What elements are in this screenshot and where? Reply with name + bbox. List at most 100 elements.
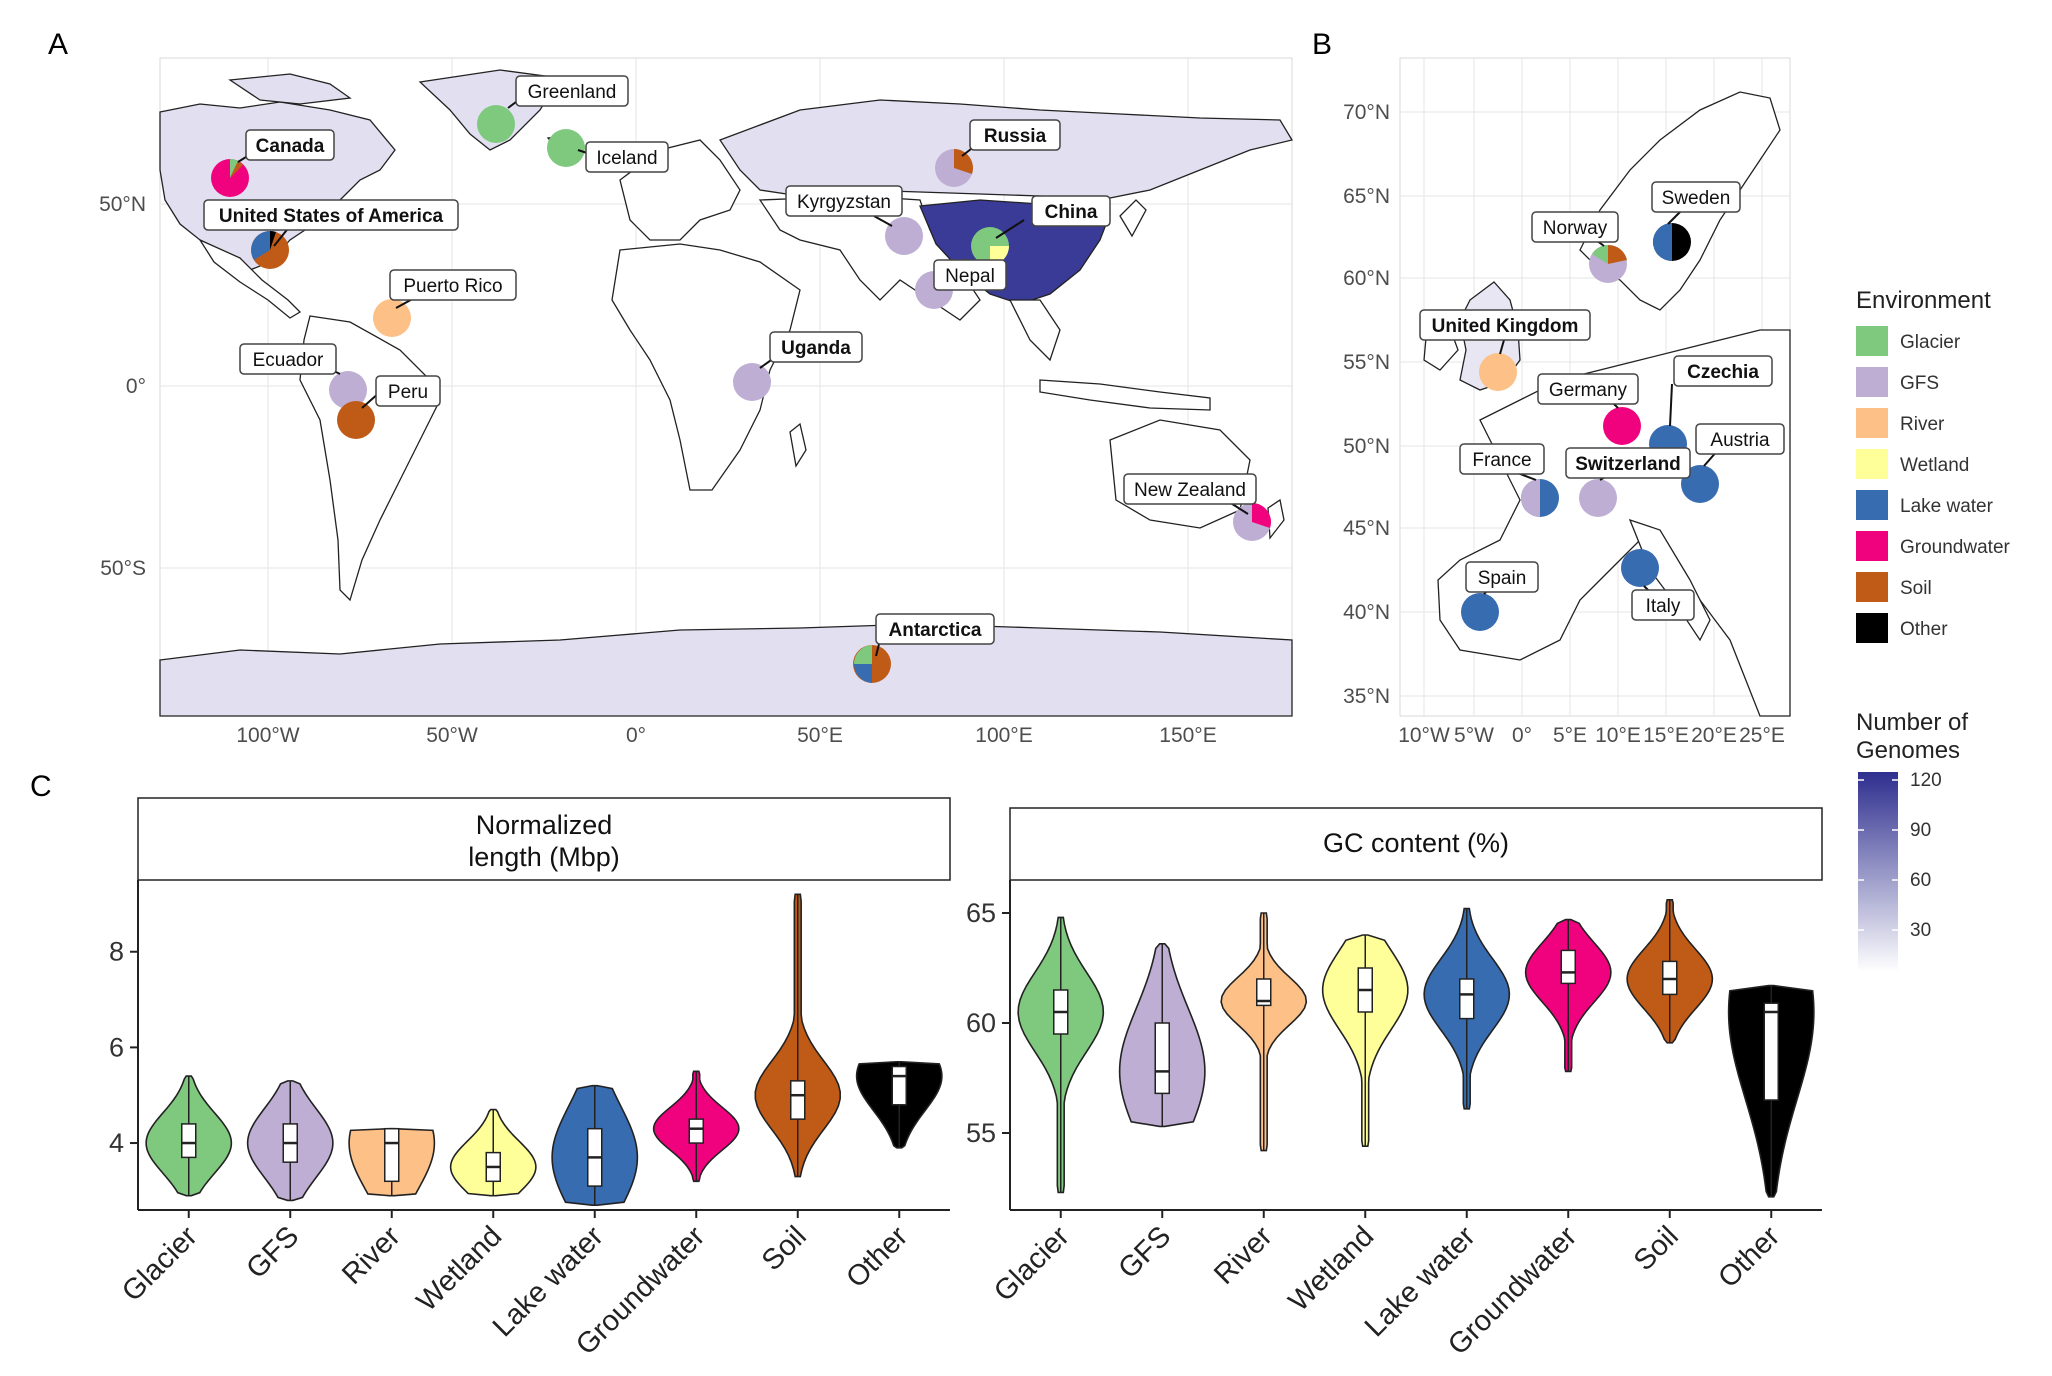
- pie-usa: [251, 231, 289, 269]
- label-china: China: [1031, 195, 1111, 227]
- pie-uk: [1479, 353, 1517, 391]
- x-label-wetland: Wetland: [411, 1220, 508, 1317]
- svg-text:5°E: 5°E: [1553, 724, 1587, 747]
- y-tick-label: 65: [966, 898, 996, 928]
- svg-text:100°E: 100°E: [975, 724, 1032, 747]
- box-lake-water: [1459, 978, 1475, 1020]
- y-tick-label: 4: [109, 1128, 124, 1158]
- label-russia: Russia: [969, 119, 1061, 151]
- legend-key-lake-water: [1856, 490, 1888, 520]
- indonesia-land: [1039, 379, 1211, 411]
- svg-text:Puerto Rico: Puerto Rico: [403, 276, 502, 297]
- pie-norway: [1589, 244, 1627, 283]
- genomes-colorbar-ticks: [1858, 779, 1898, 931]
- legend-label-wetland: Wetland: [1900, 455, 1969, 476]
- svg-text:Antarctica: Antarctica: [889, 620, 982, 641]
- label-usa: United States of America: [203, 199, 459, 231]
- legend-key-soil: [1856, 572, 1888, 602]
- svg-text:50°S: 50°S: [100, 557, 146, 580]
- x-label-soil: Soil: [1628, 1220, 1685, 1277]
- pie-france: [1521, 479, 1559, 517]
- violin-plot-gc: GC content (%) 55 60 65 Glacier GFS River Wet…: [966, 807, 1823, 1362]
- madagascar-land: [789, 422, 807, 468]
- genomes-tick-120: 120: [1910, 770, 1942, 791]
- y-tick-label: 60: [966, 1008, 996, 1038]
- svg-text:50°N: 50°N: [1343, 435, 1390, 458]
- strip-gc: [1009, 807, 1823, 881]
- svg-text:France: France: [1472, 450, 1531, 471]
- pie-uganda: [733, 363, 771, 401]
- svg-text:50°E: 50°E: [797, 724, 843, 747]
- svg-text:Greenland: Greenland: [528, 82, 617, 103]
- label-uk: United Kingdom: [1419, 309, 1591, 341]
- pie-peru: [337, 401, 375, 439]
- genomes-tick-30: 30: [1910, 920, 1931, 941]
- svg-text:20°E: 20°E: [1691, 724, 1737, 747]
- legend-key-other: [1856, 613, 1888, 643]
- svg-text:10°E: 10°E: [1595, 724, 1641, 747]
- arctic-islands: [228, 73, 352, 105]
- legend-label-soil: Soil: [1900, 578, 1932, 599]
- svg-text:United Kingdom: United Kingdom: [1432, 316, 1579, 337]
- genomes-colorbar: [1858, 772, 1898, 972]
- label-iceland: Iceland: [585, 141, 669, 173]
- box-gfs: [1154, 1022, 1170, 1095]
- pie-kyrgyzstan: [885, 217, 923, 255]
- y-ticks-gc: 55 60 65: [966, 898, 1010, 1148]
- svg-text:35°N: 35°N: [1343, 685, 1390, 708]
- box-groundwater: [688, 1118, 704, 1144]
- map-labels-b: Sweden Norway United Kingdom Germany Cze…: [1419, 181, 1785, 621]
- label-ecuador: Ecuador: [239, 343, 337, 375]
- svg-text:Canada: Canada: [256, 136, 325, 157]
- label-canada: Canada: [245, 129, 335, 161]
- box-river: [1256, 978, 1272, 1007]
- svg-text:Italy: Italy: [1646, 596, 1681, 617]
- svg-text:Sweden: Sweden: [1662, 188, 1731, 209]
- label-switzerland: Switzerland: [1565, 447, 1691, 479]
- label-austria: Austria: [1695, 423, 1785, 455]
- svg-text:Kyrgyzstan: Kyrgyzstan: [797, 192, 891, 213]
- svg-text:150°E: 150°E: [1159, 724, 1216, 747]
- legend-label-gfs: GFS: [1900, 373, 1939, 394]
- svg-text:Russia: Russia: [984, 126, 1047, 147]
- x-label-river: River: [1208, 1220, 1279, 1291]
- violin-plot-length: Normalized length (Mbp) 4 6 8 Glacier GFS Ri…: [109, 797, 951, 1362]
- svg-text:40°N: 40°N: [1343, 601, 1390, 624]
- label-new-zealand: New Zealand: [1123, 473, 1257, 505]
- box-other: [891, 1065, 907, 1106]
- svg-text:United States of America: United States of America: [219, 206, 444, 227]
- svg-text:Nepal: Nepal: [945, 266, 995, 287]
- svg-text:Czechia: Czechia: [1687, 362, 1759, 383]
- southeast-asia-land: [1008, 299, 1061, 362]
- svg-text:5°W: 5°W: [1454, 724, 1494, 747]
- pie-canada: [211, 159, 249, 197]
- y-ticks-length: 4 6 8: [109, 937, 138, 1158]
- x-label-other: Other: [840, 1220, 914, 1294]
- box-soil: [790, 1080, 806, 1120]
- box-other: [1763, 1002, 1779, 1101]
- box-glacier: [181, 1123, 197, 1159]
- environment-legend: Environment Glacier GFS River Wetland Lake w…: [1856, 287, 2011, 643]
- label-uganda: Uganda: [769, 331, 863, 363]
- pie-greenland: [477, 105, 515, 143]
- svg-text:Spain: Spain: [1478, 568, 1527, 589]
- axis-length: [137, 880, 950, 1211]
- genomes-legend-title-1: Number of: [1856, 709, 1968, 736]
- label-nepal: Nepal: [933, 259, 1007, 291]
- label-sweden: Sweden: [1651, 181, 1741, 213]
- svg-text:50°N: 50°N: [99, 193, 146, 216]
- svg-text:60°N: 60°N: [1343, 267, 1390, 290]
- label-france: France: [1459, 443, 1545, 475]
- pie-sweden: [1653, 223, 1691, 261]
- svg-text:Ecuador: Ecuador: [253, 350, 324, 371]
- legend-key-glacier: [1856, 326, 1888, 356]
- svg-text:0°: 0°: [126, 375, 146, 398]
- pie-ecuador: [329, 371, 367, 409]
- x-label-glacier: Glacier: [988, 1220, 1076, 1308]
- antarctica-land: [159, 623, 1293, 717]
- pie-iceland: [547, 129, 585, 167]
- label-peru: Peru: [375, 375, 441, 407]
- legend-label-river: River: [1900, 414, 1945, 435]
- svg-text:China: China: [1045, 202, 1098, 223]
